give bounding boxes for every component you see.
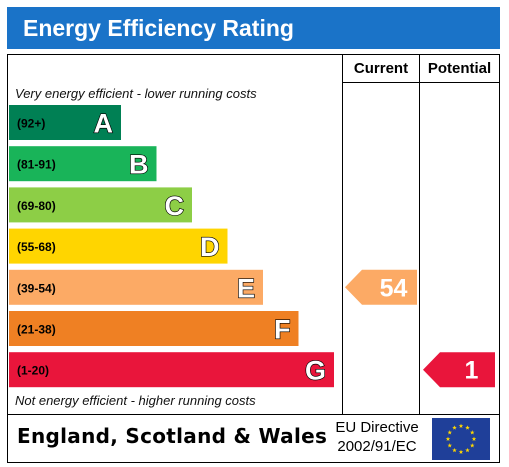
eu-star: [458, 449, 464, 454]
band-b: (81-91) B: [9, 146, 157, 182]
eu-star: [469, 430, 475, 435]
current-rating-arrow: [345, 269, 417, 305]
band-bar-d: [9, 228, 228, 264]
band-bar-g: [9, 352, 334, 388]
band-e: (39-54) E: [9, 269, 263, 305]
band-letter-e: E: [237, 273, 255, 303]
band-letter-f: F: [274, 315, 291, 345]
eu-star: [447, 443, 453, 448]
band-range-e: (39-54): [17, 281, 56, 295]
potential-column-divider: [419, 54, 420, 415]
band-letter-c: C: [165, 191, 185, 221]
band-bar-a: [9, 105, 121, 140]
potential-rating-arrow: [423, 352, 495, 388]
band-range-d: (55-68): [17, 240, 56, 254]
directive-line-1: EU Directive: [335, 419, 419, 436]
chart-title: Energy Efficiency Rating: [23, 15, 294, 41]
band-letter-g: G: [305, 356, 326, 386]
potential-column-header: Potential: [427, 60, 492, 77]
eu-star: [465, 425, 470, 430]
header-divider: [342, 82, 499, 83]
current-rating-value: 54: [380, 274, 408, 302]
chart-frame: [7, 54, 500, 463]
potential-rating-value: 1: [465, 357, 479, 385]
eu-star: [445, 436, 451, 441]
band-range-f: (21-38): [17, 323, 56, 337]
eu-star: [452, 425, 457, 430]
band-f: (21-38) F: [9, 311, 299, 346]
eu-star: [465, 447, 470, 453]
current-column-header: Current: [353, 60, 409, 77]
band-range-b: (81-91): [17, 158, 56, 172]
eu-directive: EU Directive 2002/91/EC: [325, 418, 429, 456]
band-c: (69-80) C: [9, 187, 192, 223]
band-range-c: (69-80): [17, 199, 56, 213]
band-range-g: (1-20): [17, 364, 49, 378]
top-note: Very energy efficient - lower running co…: [15, 86, 257, 101]
band-letter-d: D: [200, 232, 220, 262]
band-letter-a: A: [94, 109, 114, 139]
band-bar-b: [9, 146, 157, 182]
eu-flag-icon: [432, 418, 490, 460]
eu-star: [471, 436, 477, 441]
title-bar: Energy Efficiency Rating: [7, 7, 500, 49]
country-label: England, Scotland & Wales: [17, 424, 328, 448]
band-bar-c: [9, 187, 192, 223]
band-letter-b: B: [129, 150, 149, 180]
band-a: (92+) A: [9, 105, 121, 140]
band-g: (1-20) G: [9, 352, 334, 388]
band-d: (55-68) D: [9, 228, 228, 264]
band-range-a: (92+): [17, 117, 45, 131]
band-bar-e: [9, 269, 263, 305]
current-column-divider: [342, 54, 343, 415]
eu-star: [458, 423, 464, 428]
bottom-note: Not energy efficient - higher running co…: [15, 393, 256, 408]
directive-line-2: 2002/91/EC: [337, 438, 417, 455]
eu-star: [447, 430, 453, 435]
eu-star: [452, 447, 457, 453]
eu-star: [469, 443, 475, 448]
band-bar-f: [9, 311, 299, 346]
footer-divider: [7, 414, 499, 415]
